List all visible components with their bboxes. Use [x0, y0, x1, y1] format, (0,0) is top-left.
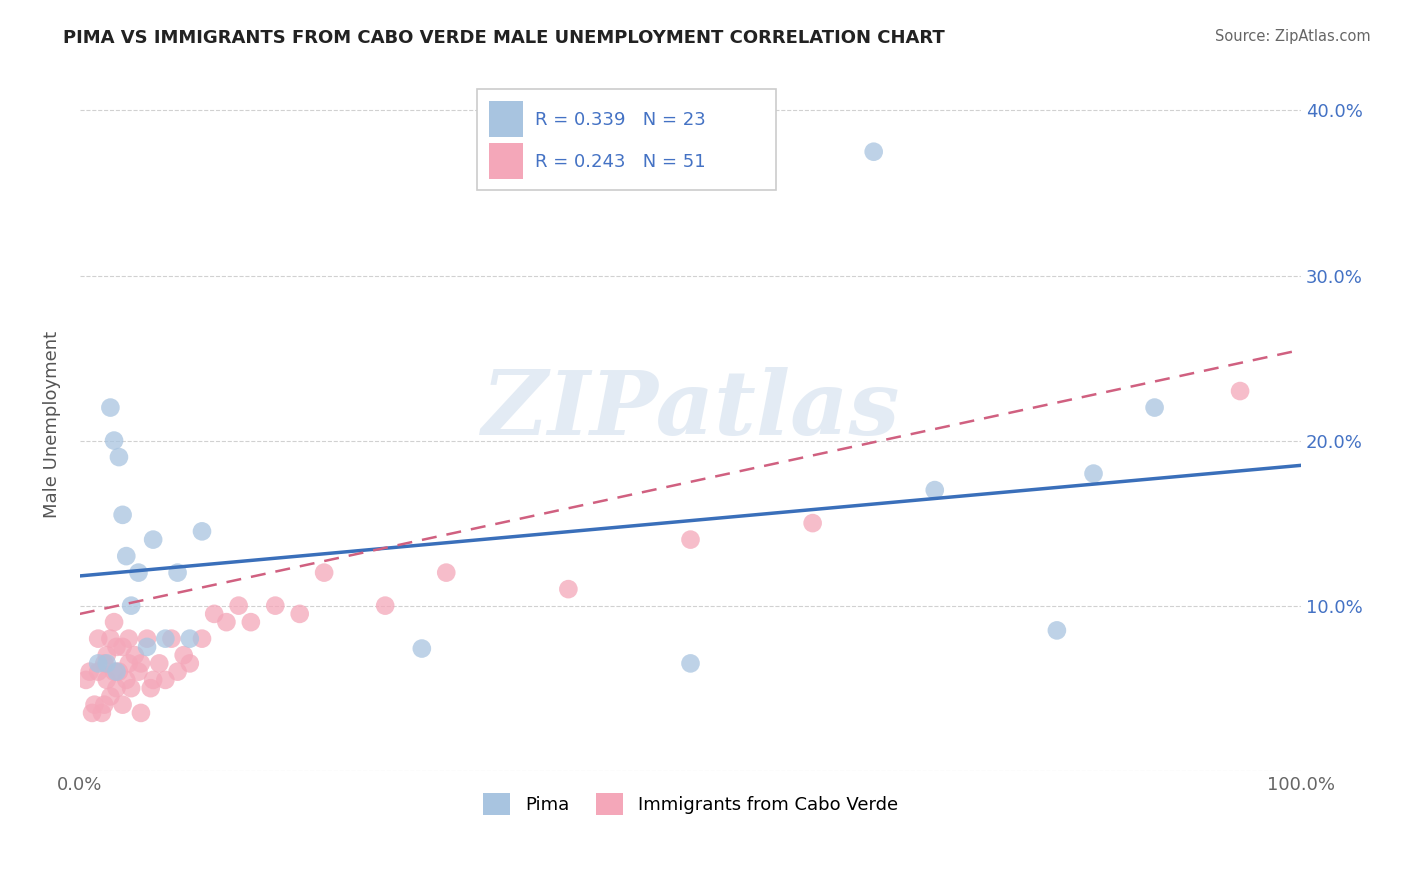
Point: [105, 681, 128, 695]
Point: [1046, 624, 1069, 638]
Point: [100, 401, 122, 415]
Point: [93, 698, 115, 712]
Point: [228, 599, 250, 613]
Point: [288, 607, 311, 621]
Point: [679, 657, 702, 671]
Legend: Pima, Immigrants from Cabo Verde: Pima, Immigrants from Cabo Verde: [474, 784, 907, 824]
Text: R = 0.243   N = 51: R = 0.243 N = 51: [536, 153, 706, 171]
Point: [1083, 467, 1105, 481]
Point: [160, 632, 183, 646]
Point: [142, 673, 165, 687]
Point: [136, 640, 159, 654]
Point: [142, 533, 165, 547]
Text: Source: ZipAtlas.com: Source: ZipAtlas.com: [1215, 29, 1371, 44]
Point: [557, 582, 579, 596]
Point: [111, 640, 134, 654]
Point: [87, 632, 110, 646]
Point: [314, 566, 336, 580]
Point: [139, 681, 162, 695]
Point: [118, 657, 141, 671]
Point: [96, 648, 118, 662]
FancyBboxPatch shape: [489, 143, 523, 178]
Point: [96, 673, 118, 687]
Point: [264, 599, 287, 613]
Point: [239, 615, 262, 629]
Point: [1143, 401, 1166, 415]
Point: [215, 615, 238, 629]
Point: [173, 648, 195, 662]
Point: [124, 648, 146, 662]
Point: [155, 632, 177, 646]
Point: [128, 665, 150, 679]
Point: [108, 450, 131, 464]
Point: [100, 690, 122, 704]
Point: [79, 665, 101, 679]
Point: [129, 706, 152, 720]
Point: [118, 632, 141, 646]
Y-axis label: Male Unemployment: Male Unemployment: [44, 331, 60, 517]
Text: PIMA VS IMMIGRANTS FROM CABO VERDE MALE UNEMPLOYMENT CORRELATION CHART: PIMA VS IMMIGRANTS FROM CABO VERDE MALE …: [63, 29, 945, 46]
Point: [1229, 384, 1251, 398]
Point: [90, 706, 112, 720]
Point: [115, 549, 138, 563]
FancyBboxPatch shape: [477, 89, 776, 190]
Point: [179, 632, 201, 646]
Point: [111, 698, 134, 712]
Point: [679, 533, 702, 547]
Point: [87, 665, 110, 679]
Point: [103, 615, 125, 629]
Point: [924, 483, 946, 497]
Point: [100, 632, 122, 646]
Point: [862, 145, 884, 159]
Point: [148, 657, 170, 671]
Point: [191, 524, 214, 539]
FancyBboxPatch shape: [489, 101, 523, 137]
Point: [96, 657, 118, 671]
Point: [87, 657, 110, 671]
Point: [411, 641, 433, 656]
Point: [155, 673, 177, 687]
Point: [129, 657, 152, 671]
Point: [374, 599, 396, 613]
Text: R = 0.339   N = 23: R = 0.339 N = 23: [536, 112, 706, 129]
Point: [93, 657, 115, 671]
Point: [108, 665, 131, 679]
Point: [80, 706, 103, 720]
Point: [103, 434, 125, 448]
Point: [801, 516, 824, 530]
Point: [75, 673, 97, 687]
Point: [120, 681, 142, 695]
Point: [105, 640, 128, 654]
Point: [191, 632, 214, 646]
Point: [434, 566, 457, 580]
Point: [179, 657, 201, 671]
Point: [83, 698, 105, 712]
Point: [202, 607, 225, 621]
Point: [166, 566, 188, 580]
Point: [105, 665, 128, 679]
Point: [103, 665, 125, 679]
Point: [115, 673, 138, 687]
Point: [128, 566, 150, 580]
Point: [111, 508, 134, 522]
Point: [136, 632, 159, 646]
Text: ZIPatlas: ZIPatlas: [482, 367, 900, 453]
Point: [166, 665, 188, 679]
Point: [120, 599, 142, 613]
